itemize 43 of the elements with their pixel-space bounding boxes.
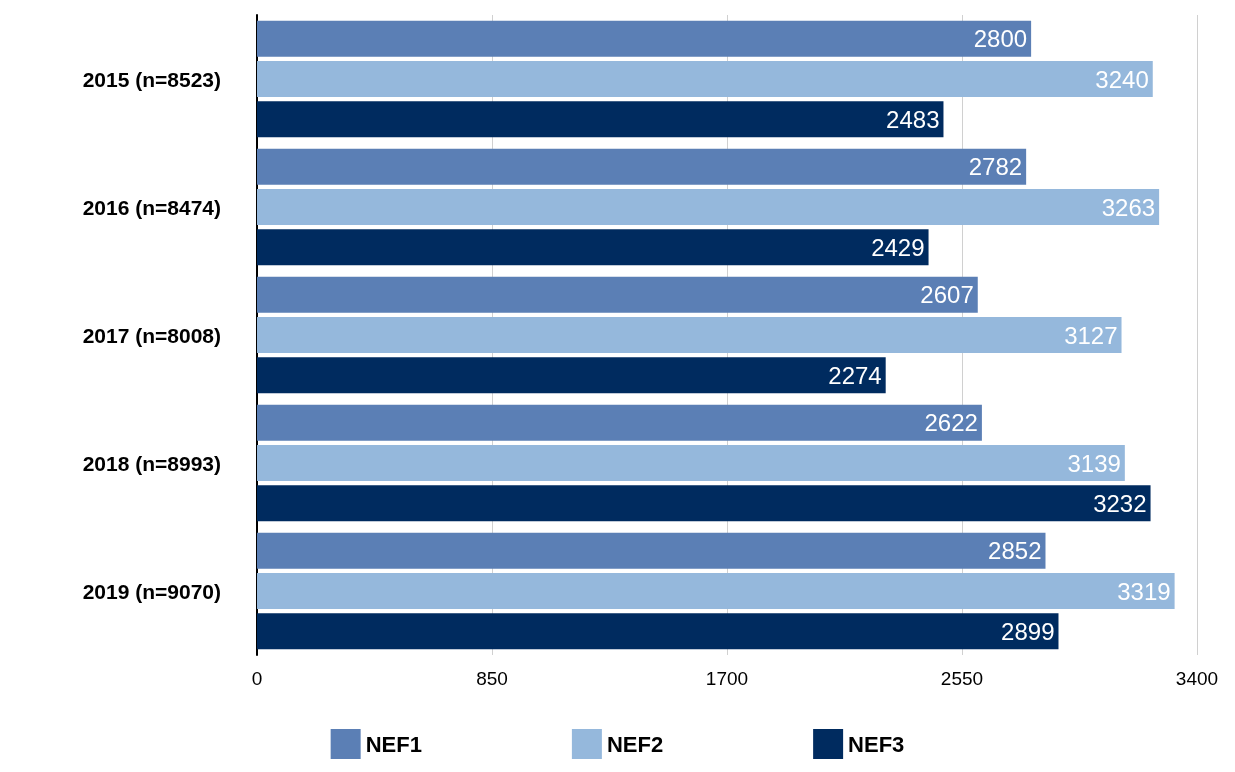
legend-label: NEF1	[365, 731, 422, 757]
data-label: 3127	[1064, 321, 1118, 349]
data-label: 3240	[1095, 65, 1149, 93]
bar	[257, 276, 978, 313]
y-tick-label: 2019 (n=9070)	[82, 579, 221, 603]
data-label: 2483	[886, 105, 940, 133]
data-label: 2899	[1001, 617, 1055, 645]
bar	[257, 532, 1046, 569]
data-label: 2622	[924, 409, 978, 437]
legend-label: NEF2	[606, 731, 664, 757]
x-tick-label: 2550	[940, 668, 984, 689]
bar	[257, 229, 929, 266]
bar	[257, 613, 1059, 650]
data-label: 3232	[1093, 489, 1147, 517]
y-tick-label: 2016 (n=8474)	[82, 195, 221, 219]
data-label: 2607	[920, 281, 974, 309]
bar	[257, 404, 982, 441]
bar	[257, 573, 1175, 609]
bar	[257, 445, 1125, 481]
data-label: 2800	[973, 25, 1028, 53]
x-tick-label: 850	[476, 668, 508, 689]
bar	[257, 317, 1122, 353]
x-tick-label: 0	[251, 668, 263, 689]
y-tick-label: 2017 (n=8008)	[82, 323, 221, 347]
data-label: 2852	[988, 537, 1042, 565]
legend-label: NEF3	[848, 731, 905, 757]
data-label: 3319	[1117, 577, 1171, 605]
data-label: 2429	[871, 233, 925, 261]
data-label: 3263	[1101, 193, 1156, 221]
y-tick-label: 2015 (n=8523)	[82, 67, 221, 91]
x-tick-label: 3400	[1175, 668, 1219, 689]
bar	[257, 101, 944, 138]
data-label: 3139	[1067, 449, 1121, 477]
x-tick-label: 1700	[705, 668, 749, 689]
bar	[257, 61, 1153, 97]
data-label: 2782	[968, 153, 1023, 181]
bar	[257, 357, 886, 394]
bar	[257, 20, 1032, 57]
bar	[257, 148, 1027, 185]
bar	[257, 485, 1151, 522]
data-label: 2274	[828, 361, 882, 389]
y-tick-label: 2018 (n=8993)	[82, 451, 221, 475]
bar	[257, 189, 1160, 225]
